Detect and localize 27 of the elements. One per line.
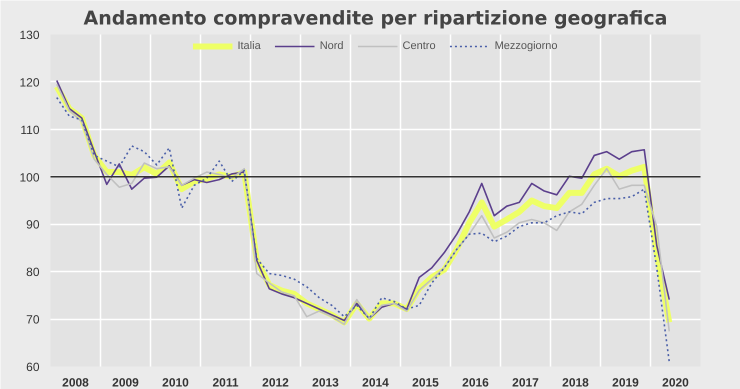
x-tick-label: 2009 xyxy=(112,376,140,389)
x-tick-label: 2012 xyxy=(262,376,290,389)
y-tick-label: 100 xyxy=(19,170,40,184)
x-tick-label: 2008 xyxy=(62,376,90,389)
x-tick-label: 2010 xyxy=(162,376,190,389)
y-tick-label: 120 xyxy=(19,75,40,90)
x-tick-label: 2011 xyxy=(212,376,239,389)
legend-label: Italia xyxy=(237,40,261,52)
y-tick-label: 90 xyxy=(26,218,40,232)
y-tick-label: 110 xyxy=(20,122,40,137)
y-tick-label: 60 xyxy=(26,360,40,374)
y-tick-label: 70 xyxy=(26,312,40,327)
x-tick-label: 2015 xyxy=(412,376,440,389)
x-tick-label: 2018 xyxy=(562,376,590,389)
legend-label: Centro xyxy=(402,40,436,52)
y-tick-label: 130 xyxy=(19,28,40,42)
legend-label: Nord xyxy=(320,40,344,52)
x-tick-label: 2020 xyxy=(662,376,690,389)
x-tick-label: 2017 xyxy=(512,376,540,389)
x-tick-label: 2019 xyxy=(612,376,640,389)
x-tick-label: 2013 xyxy=(312,376,340,389)
y-tick-label: 80 xyxy=(26,265,40,280)
legend-label: Mezzogiorno xyxy=(494,40,558,52)
line-series xyxy=(56,96,670,363)
x-tick-label: 2014 xyxy=(362,376,390,389)
x-tick-label: 2016 xyxy=(462,376,490,389)
chart-title: Andamento compravendite per ripartizione geografica xyxy=(84,8,668,30)
